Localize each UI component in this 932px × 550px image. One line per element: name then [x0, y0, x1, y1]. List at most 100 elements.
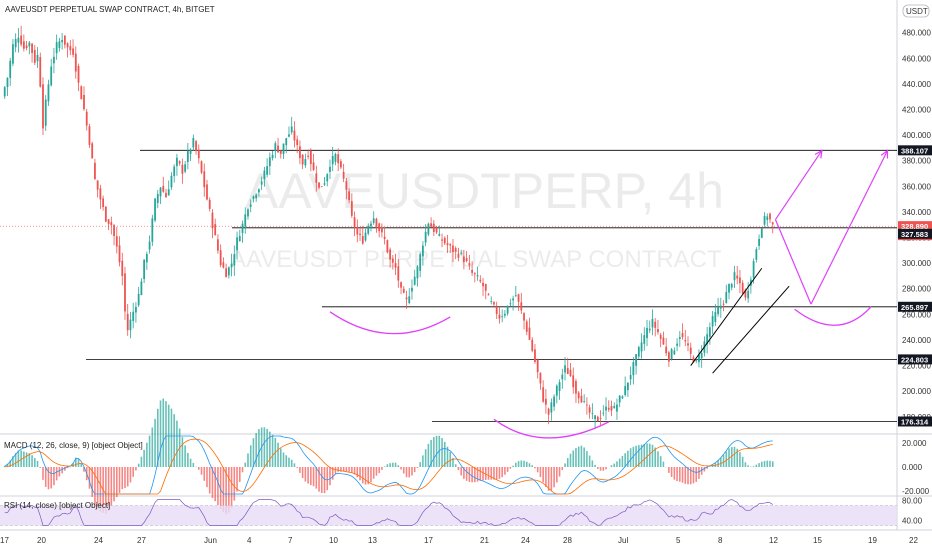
macd-histogram-bar — [88, 467, 91, 489]
price-tick-label: 220.000 — [902, 362, 931, 371]
candle-body — [383, 236, 386, 240]
candle-body — [443, 237, 446, 244]
macd-histogram-bar — [44, 467, 47, 487]
candle-body — [85, 111, 88, 126]
macd-histogram-bar — [591, 460, 594, 467]
candle-body — [386, 240, 389, 253]
macd-histogram-bar — [282, 452, 285, 467]
macd-histogram-bar — [326, 467, 329, 491]
candle-body — [487, 294, 490, 296]
macd-histogram-bar — [435, 435, 438, 467]
macd-histogram-bar — [386, 464, 389, 467]
macd-histogram-bar — [430, 439, 432, 467]
macd-histogram-bar — [94, 467, 96, 505]
macd-histogram-bar — [66, 467, 69, 469]
macd-histogram-bar — [452, 457, 454, 467]
macd-histogram-bar — [722, 454, 725, 467]
candle-body — [397, 266, 400, 281]
macd-histogram-bar — [337, 467, 339, 472]
candle-body — [490, 301, 493, 303]
time-tick-label: 4 — [247, 536, 252, 545]
macd-histogram-bar — [744, 462, 747, 467]
candle-body — [274, 143, 277, 151]
macd-histogram-bar — [47, 467, 50, 490]
candle-body — [99, 188, 102, 200]
candle-body — [96, 180, 99, 190]
candle-body — [181, 164, 184, 174]
candle-body — [769, 213, 771, 220]
price-marker-label: 328.890 — [901, 222, 928, 231]
candle-body — [730, 284, 733, 288]
candle-body — [288, 134, 290, 137]
candle-body — [752, 261, 755, 278]
candle-body — [389, 249, 392, 260]
candle-body — [307, 155, 310, 157]
candle-body — [430, 223, 433, 227]
macd-histogram-bar — [602, 467, 605, 471]
candle-body — [364, 232, 367, 241]
candle-body — [184, 164, 187, 172]
macd-histogram-bar — [320, 467, 323, 494]
candle-body — [50, 66, 53, 86]
candle-body — [700, 353, 703, 359]
candle-body — [42, 84, 44, 129]
candle-body — [80, 86, 83, 100]
candle-body — [741, 282, 744, 294]
candle-body — [495, 307, 498, 315]
candle-body — [602, 412, 605, 414]
macd-histogram-bar — [460, 467, 462, 476]
candle-body — [140, 281, 143, 295]
price-tick-label: 340.000 — [902, 208, 931, 217]
macd-tick-label: 20.000 — [902, 439, 927, 448]
candle-body — [771, 222, 774, 225]
macd-histogram-bar — [304, 467, 307, 482]
candle-body — [91, 143, 94, 159]
currency-button[interactable]: USDT — [902, 4, 930, 18]
macd-histogram-bar — [225, 467, 227, 515]
macd-histogram-bar — [375, 467, 378, 476]
macd-histogram-bar — [189, 458, 192, 467]
macd-title: MACD (12, 26, close, 9) [object Object] — [4, 441, 143, 450]
candle-body — [110, 222, 113, 226]
candle-body — [588, 407, 591, 413]
macd-histogram-bar — [252, 438, 255, 467]
macd-histogram-bar — [36, 460, 39, 467]
macd-histogram-bar — [651, 444, 654, 467]
candle-body — [605, 406, 607, 411]
macd-histogram-bar — [241, 467, 244, 473]
watermark-name: AAVEUSDT PERPETUAL SWAP CONTRACT — [230, 246, 722, 273]
candle-body — [402, 288, 405, 293]
candle-body — [104, 206, 107, 222]
macd-histogram-bar — [299, 467, 301, 473]
candle-body — [594, 415, 596, 420]
macd-histogram-bar — [629, 448, 632, 467]
macd-histogram-bar — [184, 445, 186, 467]
candle-body — [53, 56, 55, 64]
macd-histogram-bar — [594, 464, 596, 467]
projection-line — [774, 150, 823, 220]
macd-histogram-bar — [255, 432, 257, 467]
macd-histogram-bar — [498, 467, 501, 479]
macd-histogram-bar — [405, 467, 408, 478]
macd-histogram-bar — [372, 467, 375, 479]
candle-body — [566, 368, 569, 375]
macd-histogram-bar — [6, 463, 9, 467]
macd-histogram-bar — [310, 467, 312, 486]
macd-histogram-bar — [271, 434, 274, 467]
candle-body — [9, 60, 12, 78]
candle-body — [31, 43, 33, 54]
candle-body — [525, 321, 528, 332]
rsi-title: RSI (14, close) [object Object] — [4, 501, 110, 510]
candle-body — [192, 137, 195, 148]
macd-histogram-bar — [771, 461, 774, 467]
candle-body — [547, 408, 550, 415]
candle-body — [277, 145, 279, 153]
time-tick-label: 20 — [37, 536, 46, 545]
candle-body — [673, 350, 676, 355]
macd-histogram-bar — [427, 443, 430, 467]
macd-histogram-bar — [154, 418, 156, 467]
macd-histogram-bar — [162, 398, 165, 467]
macd-histogram-bar — [684, 467, 687, 484]
macd-histogram-bar — [132, 467, 134, 477]
